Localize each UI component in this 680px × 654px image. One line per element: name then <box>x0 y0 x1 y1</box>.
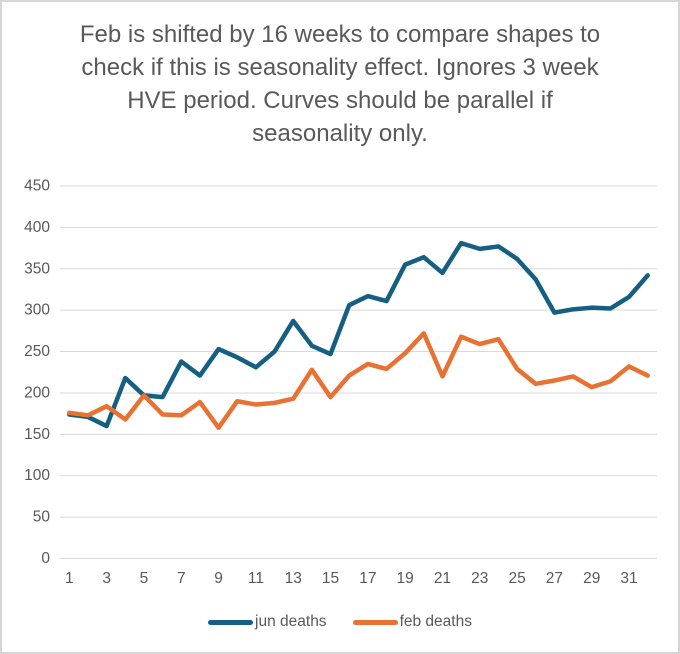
x-tick-label: 13 <box>285 570 302 587</box>
y-tick-label: 50 <box>33 509 51 526</box>
y-tick-label: 350 <box>24 260 50 277</box>
x-tick-label: 31 <box>620 570 637 587</box>
y-tick-label: 450 <box>24 178 50 195</box>
y-tick-label: 200 <box>24 384 50 401</box>
x-tick-label: 19 <box>397 570 414 587</box>
x-tick-label: 17 <box>359 570 376 587</box>
x-tick-label: 23 <box>471 570 488 587</box>
y-tick-label: 400 <box>24 219 50 236</box>
legend: jun deaths feb deaths <box>2 613 678 631</box>
legend-label-feb-deaths: feb deaths <box>399 613 472 630</box>
y-tick-label: 250 <box>24 343 50 360</box>
y-tick-label: 300 <box>24 302 50 319</box>
legend-item-feb-deaths: feb deaths <box>352 613 472 631</box>
x-tick-label: 25 <box>508 570 525 587</box>
y-tick-label: 0 <box>41 550 50 567</box>
x-tick-label: 27 <box>546 570 563 587</box>
x-tick-label: 5 <box>140 570 149 587</box>
legend-marker-feb-deaths-icon <box>352 619 398 625</box>
x-tick-label: 7 <box>177 570 186 587</box>
x-axis-tick-labels: 1 3 5 7 9 11 13 15 17 19 21 23 25 27 29 31 <box>65 570 638 587</box>
x-tick-label: 11 <box>248 570 264 587</box>
gridlines <box>60 185 657 559</box>
series-line-feb-deaths <box>67 331 650 430</box>
series-line-jun-deaths <box>67 240 650 429</box>
x-tick-label: 1 <box>65 570 74 587</box>
x-tick-label: 29 <box>583 570 600 587</box>
legend-item-jun-deaths: jun deaths <box>208 613 327 631</box>
x-tick-label: 9 <box>214 570 223 587</box>
chart-title: Feb is shifted by 16 weeks to compare sh… <box>79 21 601 147</box>
data-series-lines <box>67 240 650 430</box>
legend-marker-jun-deaths-icon <box>208 619 254 625</box>
x-tick-label: 3 <box>102 570 111 587</box>
y-tick-label: 150 <box>24 426 50 443</box>
y-axis-tick-labels: 0 50 100 150 200 250 300 350 400 450 <box>24 178 50 568</box>
x-tick-label: 21 <box>434 570 451 587</box>
legend-label-jun-deaths: jun deaths <box>255 613 327 630</box>
y-tick-label: 100 <box>24 467 50 484</box>
x-tick-label: 15 <box>322 570 339 587</box>
